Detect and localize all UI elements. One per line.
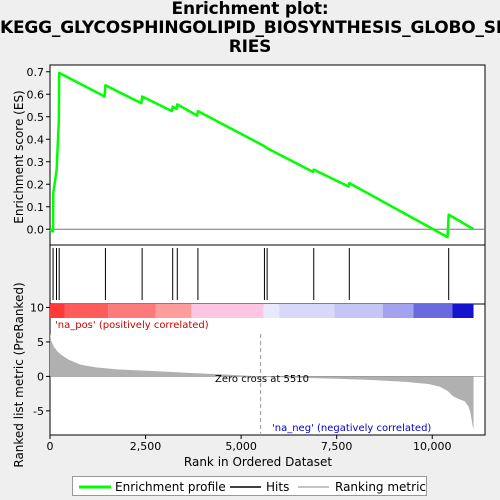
xtick-label: 10,000 bbox=[413, 440, 452, 453]
zero-cross-label: Zero cross at 5510 bbox=[215, 374, 309, 385]
legend: Enrichment profile Hits Ranking metric s… bbox=[72, 476, 428, 496]
title-line-2: KEGG_GLYCOSPHINGOLIPID_BIOSYNTHESIS_GLOB… bbox=[0, 18, 500, 38]
color-band-segment bbox=[155, 304, 192, 318]
es-ytick-label: 0.1 bbox=[27, 201, 45, 214]
pos-correlated-label: 'na_pos' (positively correlated) bbox=[55, 320, 209, 331]
metric-area bbox=[50, 332, 485, 435]
es-ylabel: Enrichment score (ES) bbox=[12, 90, 26, 223]
color-band-segment bbox=[279, 304, 335, 318]
xtick-label: 5,000 bbox=[225, 440, 257, 453]
title-line-1: Enrichment plot: bbox=[171, 0, 329, 19]
axes: 0.0 0.1 0.2 0.3 0.4 0.5 0.6 0.7 -5 0 5 10 0 2,500 5,00… bbox=[27, 66, 452, 453]
metric-ytick-label: 5 bbox=[37, 336, 44, 349]
xtick-label: 0 bbox=[47, 440, 54, 453]
es-ytick-label: 0.5 bbox=[27, 111, 45, 124]
es-area bbox=[48, 71, 485, 239]
color-band-segment bbox=[191, 304, 264, 318]
metric-ytick-label: -5 bbox=[33, 405, 44, 418]
enrichment-profile-line bbox=[48, 71, 475, 239]
es-ytick-label: 0.2 bbox=[27, 178, 45, 191]
xlabel: Rank in Ordered Dataset bbox=[184, 455, 332, 469]
color-band-segment bbox=[64, 304, 109, 318]
color-band-segment bbox=[452, 304, 474, 318]
legend-hits-label: Hits bbox=[266, 480, 289, 494]
color-band-segment bbox=[50, 304, 65, 318]
metric-ytick-label: 0 bbox=[37, 370, 44, 383]
es-ytick-label: 0.0 bbox=[27, 223, 45, 236]
hit-markers bbox=[52, 248, 450, 300]
color-band-segment bbox=[108, 304, 156, 318]
legend-es-label: Enrichment profile bbox=[115, 480, 226, 494]
es-panel bbox=[49, 64, 486, 246]
color-band-segment bbox=[263, 304, 280, 318]
legend-metric-label: Ranking metric scores bbox=[335, 480, 428, 494]
es-ytick-label: 0.7 bbox=[27, 66, 45, 79]
es-ytick-label: 0.3 bbox=[27, 156, 45, 169]
chart-title: Enrichment plot: KEGG_GLYCOSPHINGOLIPID_… bbox=[0, 0, 500, 57]
metric-ytick-label: 10 bbox=[30, 301, 44, 314]
es-ytick-label: 0.6 bbox=[27, 88, 45, 101]
color-band-segment bbox=[334, 304, 383, 318]
es-ytick-label: 0.4 bbox=[27, 133, 45, 146]
xtick-label: 2,500 bbox=[130, 440, 162, 453]
color-band-segment bbox=[413, 304, 453, 318]
color-band-segment bbox=[382, 304, 414, 318]
ranking-metric-area bbox=[50, 332, 474, 429]
title-line-3: RIES bbox=[228, 37, 272, 57]
xtick-label: 7,500 bbox=[321, 440, 353, 453]
neg-correlated-label: 'na_neg' (negatively correlated) bbox=[272, 423, 431, 434]
metric-ylabel: Ranked list metric (PreRanked) bbox=[12, 282, 26, 467]
color-band bbox=[50, 304, 474, 318]
